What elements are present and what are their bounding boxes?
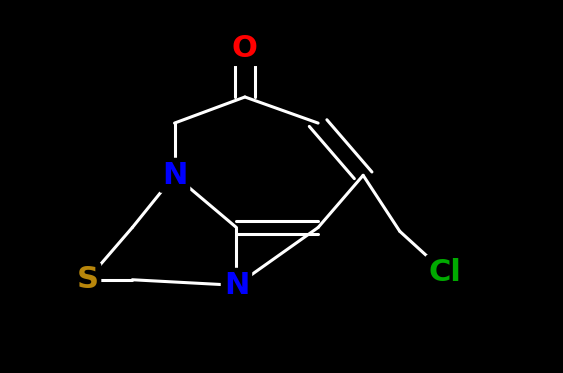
Text: N: N [162, 161, 187, 190]
Text: N: N [224, 271, 249, 300]
Text: Cl: Cl [428, 258, 461, 287]
Text: S: S [76, 265, 99, 294]
Text: O: O [232, 34, 258, 63]
